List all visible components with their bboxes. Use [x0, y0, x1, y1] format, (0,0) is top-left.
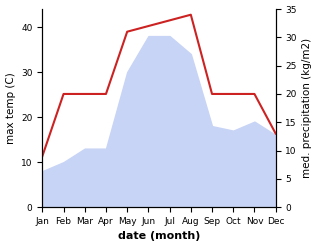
- Y-axis label: max temp (C): max temp (C): [5, 72, 16, 144]
- Y-axis label: med. precipitation (kg/m2): med. precipitation (kg/m2): [302, 38, 313, 178]
- X-axis label: date (month): date (month): [118, 231, 200, 242]
